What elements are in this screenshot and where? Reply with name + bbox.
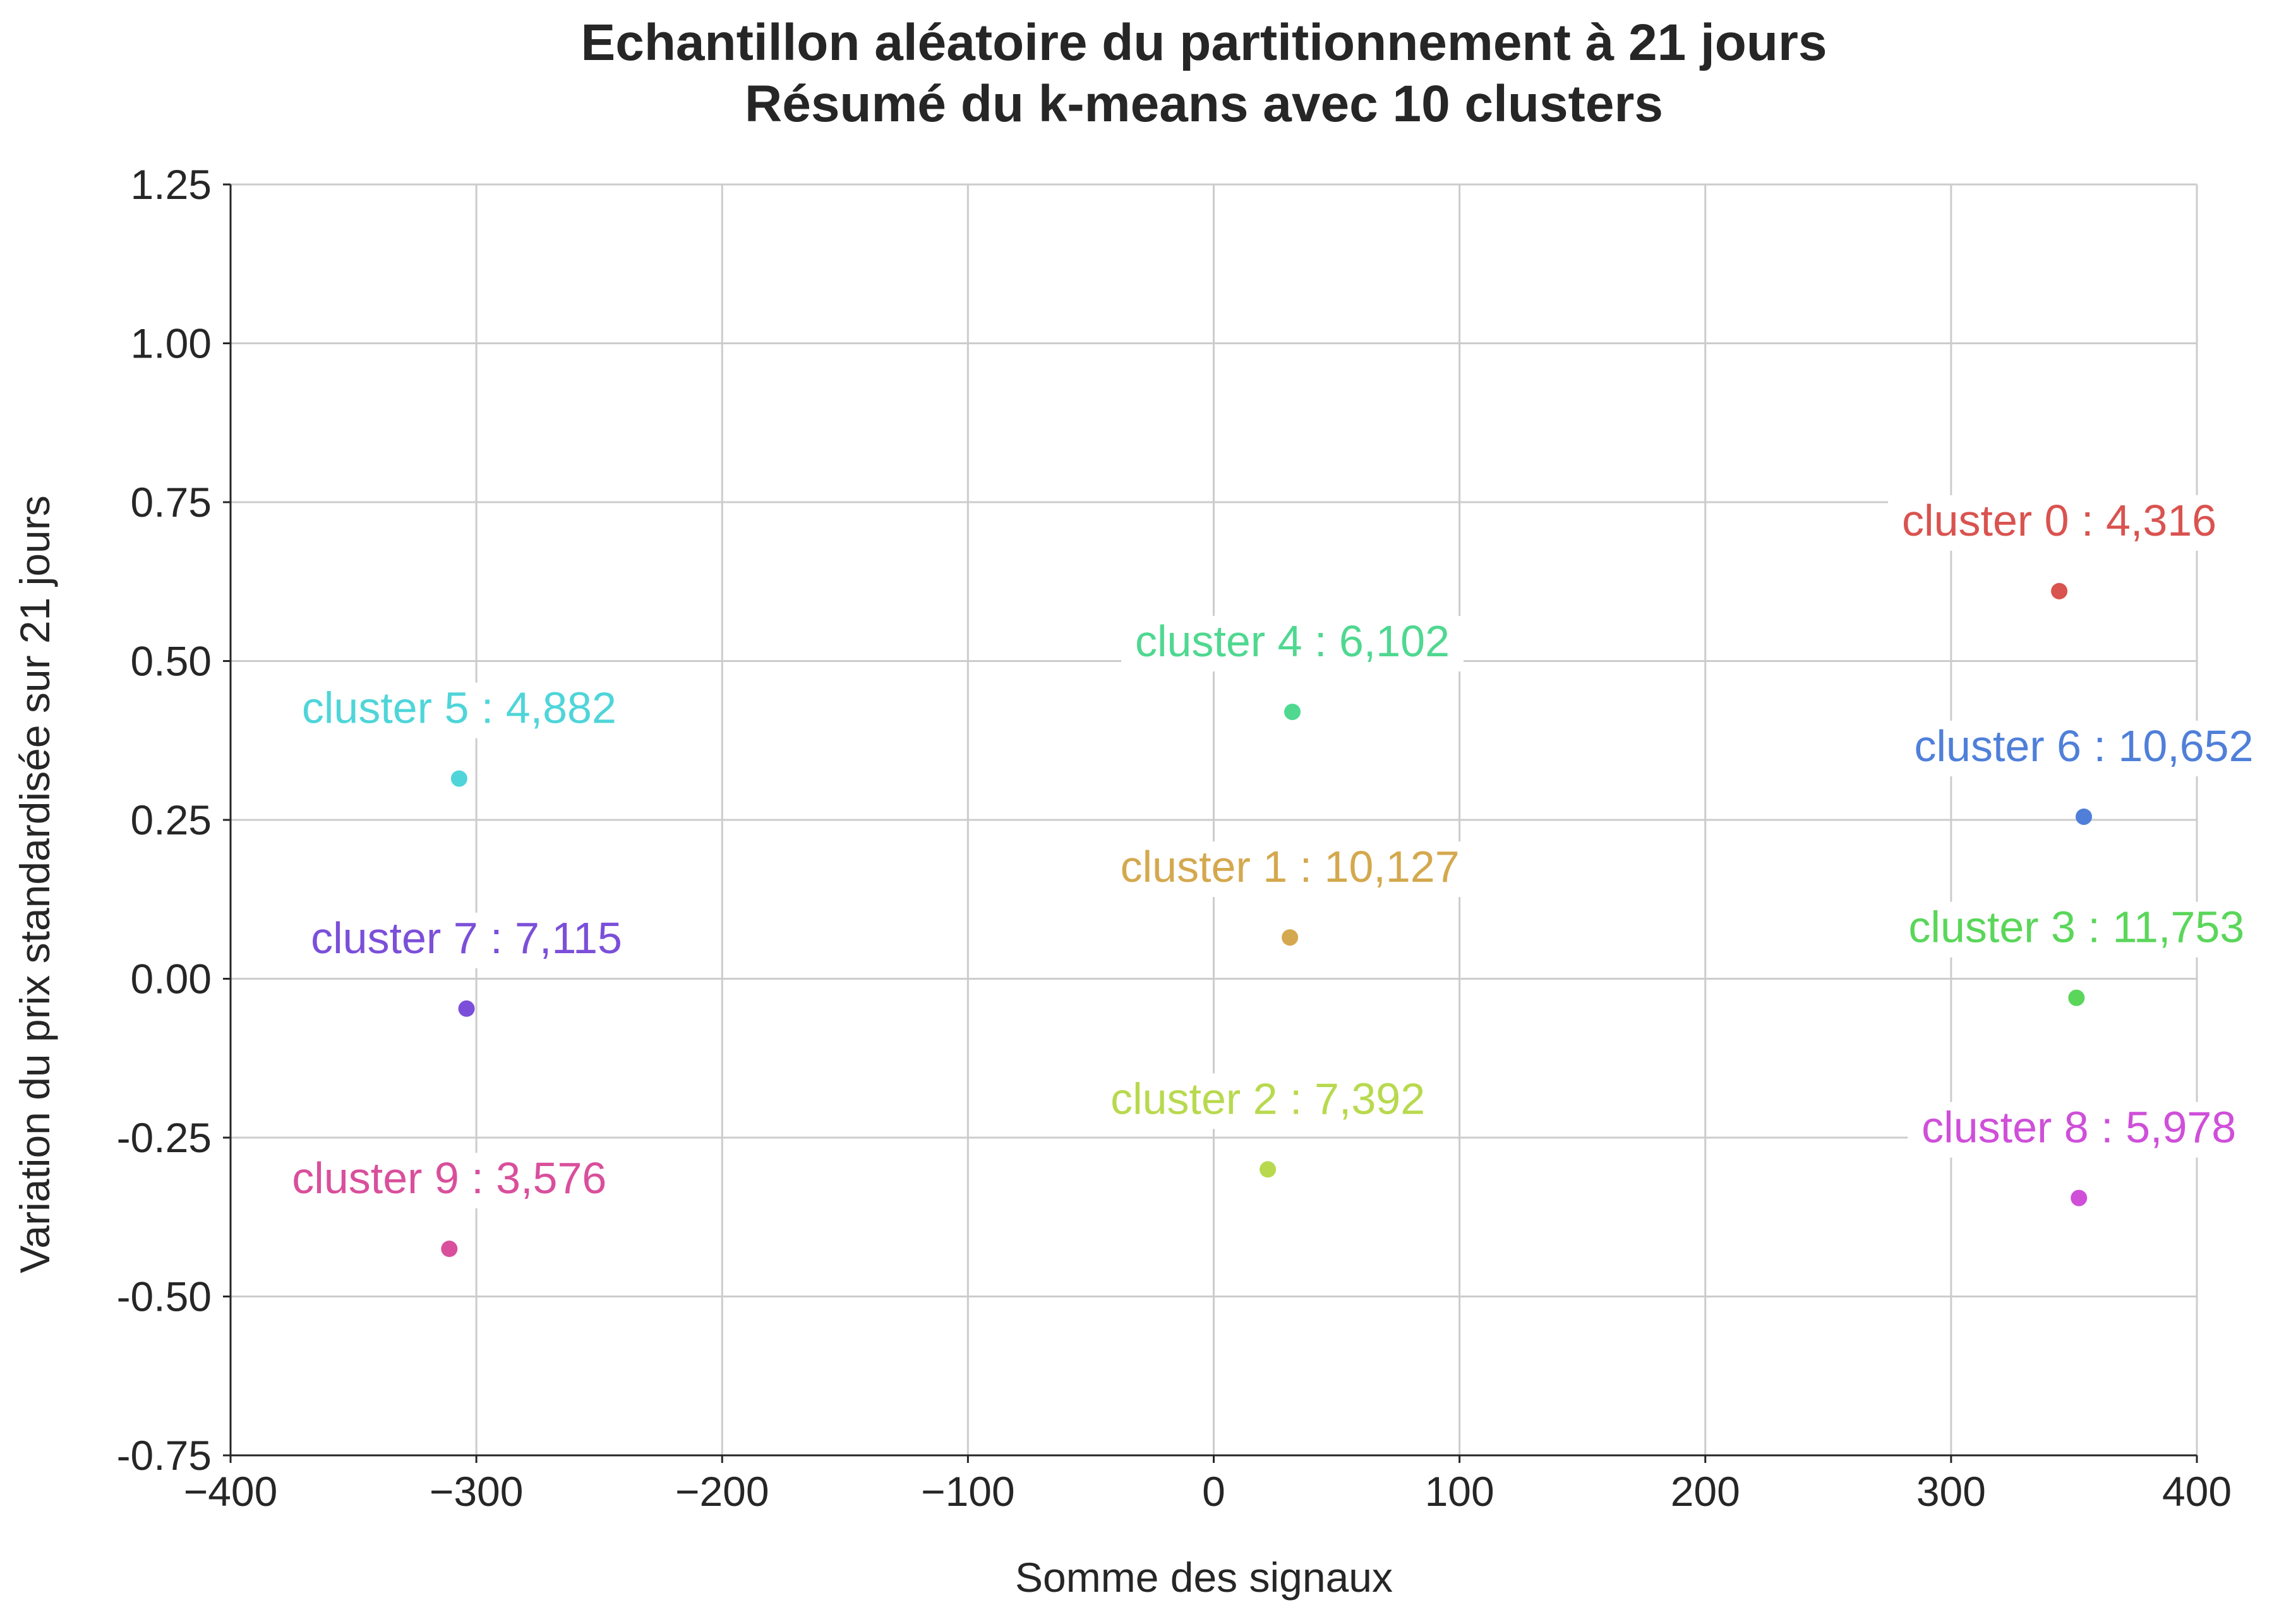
point-label: cluster 6 : 10,652 bbox=[1915, 721, 2254, 771]
y-tick-label: 0.25 bbox=[131, 797, 212, 843]
point-label: cluster 8 : 5,978 bbox=[1921, 1103, 2236, 1152]
x-tick-label: 100 bbox=[1425, 1468, 1494, 1515]
y-tick-label: -0.75 bbox=[117, 1432, 212, 1479]
point-label-group: cluster 1 : 10,127 bbox=[1106, 841, 1474, 898]
y-tick-label: 1.25 bbox=[131, 161, 212, 208]
point-label-background bbox=[1121, 615, 1464, 671]
point-label: cluster 0 : 4,316 bbox=[1902, 496, 2216, 545]
y-axis-label: Variation du prix standardisée sur 21 jo… bbox=[11, 495, 58, 1273]
point-label-background bbox=[1106, 841, 1474, 898]
point-label-background bbox=[287, 682, 630, 738]
point-label-group: cluster 0 : 4,316 bbox=[1888, 495, 2231, 551]
chart-title-line-2: Résumé du k-means avec 10 clusters bbox=[745, 75, 1663, 133]
data-point bbox=[1282, 929, 1299, 946]
point-label: cluster 2 : 7,392 bbox=[1110, 1074, 1425, 1123]
point-label-group: cluster 5 : 4,882 bbox=[287, 682, 630, 738]
x-tick-label: −200 bbox=[675, 1468, 769, 1515]
point-label-background bbox=[297, 912, 636, 968]
point-label: cluster 5 : 4,882 bbox=[302, 683, 616, 733]
point-label-group: cluster 7 : 7,115 bbox=[297, 912, 636, 968]
y-tick-label: 1.00 bbox=[131, 320, 212, 367]
x-tick-label: −300 bbox=[430, 1468, 524, 1515]
point-label: cluster 7 : 7,115 bbox=[311, 913, 622, 963]
point-label: cluster 9 : 3,576 bbox=[292, 1153, 606, 1203]
x-tick-label: 200 bbox=[1671, 1468, 1740, 1515]
point-label-group: cluster 8 : 5,978 bbox=[1908, 1102, 2251, 1158]
x-axis-label: Somme des signaux bbox=[1015, 1554, 1393, 1601]
point-label: cluster 3 : 11,753 bbox=[1908, 903, 2244, 952]
x-tick-label: 400 bbox=[2162, 1468, 2232, 1515]
point-label-background bbox=[1908, 1102, 2251, 1158]
y-tick-label: 0.75 bbox=[131, 479, 212, 526]
data-point bbox=[2068, 989, 2085, 1006]
point-label-background bbox=[1900, 720, 2268, 776]
grid bbox=[229, 183, 2198, 1457]
point-label-background bbox=[1894, 901, 2259, 958]
x-tick-label: −100 bbox=[921, 1468, 1015, 1515]
data-point bbox=[2071, 1189, 2088, 1206]
point-label-background bbox=[1888, 495, 2231, 551]
x-tick-label: −400 bbox=[184, 1468, 278, 1515]
data-point bbox=[2051, 582, 2068, 599]
point-label: cluster 4 : 6,102 bbox=[1135, 617, 1450, 666]
point-label-background bbox=[1097, 1073, 1440, 1129]
data-points bbox=[441, 582, 2093, 1258]
point-label-group: cluster 2 : 7,392 bbox=[1097, 1073, 1440, 1129]
point-labels: cluster 0 : 4,316 cluster 1 : 10,127 clust… bbox=[278, 495, 2268, 1209]
point-label-group: cluster 4 : 6,102 bbox=[1121, 615, 1464, 671]
point-label-background bbox=[278, 1153, 621, 1209]
chart-title: Echantillon aléatoire du partitionnement… bbox=[581, 14, 1827, 133]
y-tick-label: 0.50 bbox=[131, 638, 212, 685]
y-tick-label: -0.25 bbox=[117, 1114, 212, 1161]
point-label-group: cluster 6 : 10,652 bbox=[1900, 720, 2268, 776]
point-label: cluster 1 : 10,127 bbox=[1121, 842, 1460, 891]
data-point bbox=[441, 1241, 458, 1258]
point-label-group: cluster 3 : 11,753 bbox=[1894, 901, 2259, 958]
x-tick-label: 300 bbox=[1916, 1468, 1986, 1515]
point-label-group: cluster 9 : 3,576 bbox=[278, 1153, 621, 1209]
data-point bbox=[1260, 1161, 1277, 1178]
data-point bbox=[450, 770, 467, 787]
x-tick-label: 0 bbox=[1202, 1468, 1225, 1515]
data-point bbox=[458, 1000, 475, 1017]
y-tick-label: -0.50 bbox=[117, 1273, 212, 1320]
x-axis-ticks: −400 −300 −200 −100 0 100 200 300 400 bbox=[184, 1455, 2232, 1515]
y-tick-label: 0.00 bbox=[131, 956, 212, 1002]
chart-title-line-1: Echantillon aléatoire du partitionnement… bbox=[581, 14, 1827, 71]
data-point bbox=[1284, 703, 1301, 720]
y-axis-ticks: 1.25 1.00 0.75 0.50 0.25 0.00 -0.25 -0.50 -0.75 bbox=[117, 161, 231, 1479]
data-point bbox=[2076, 808, 2093, 825]
